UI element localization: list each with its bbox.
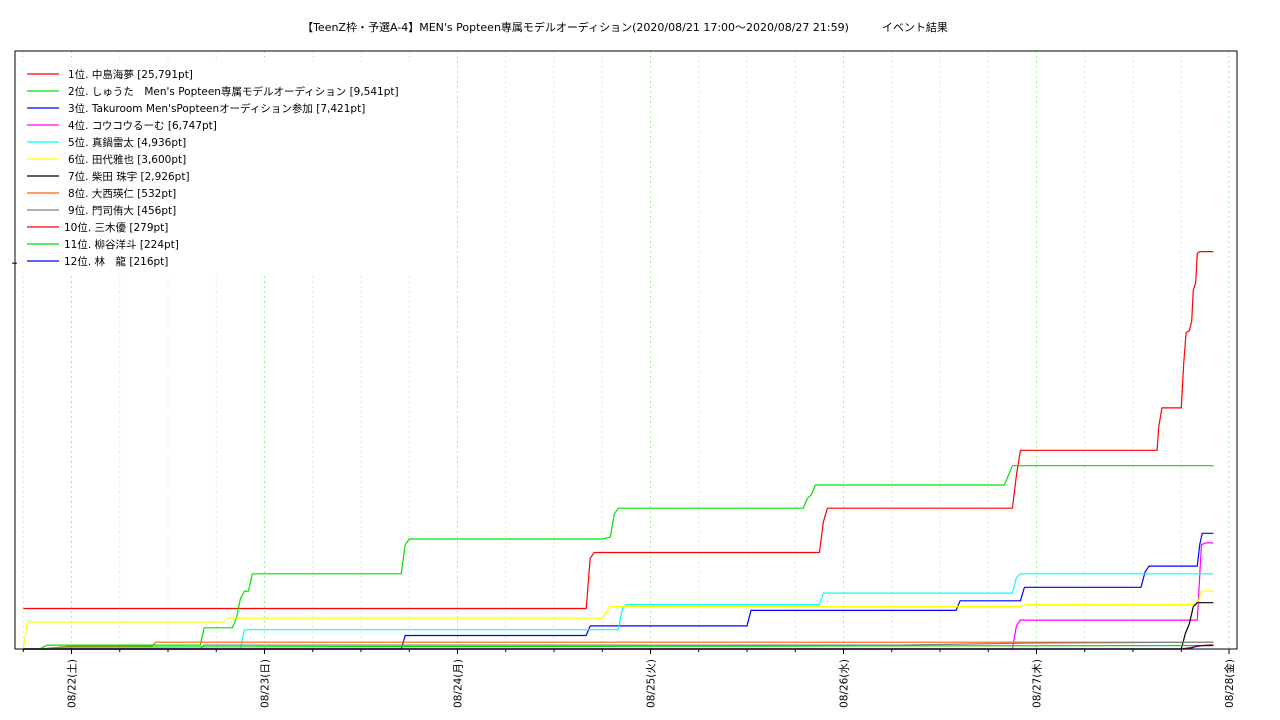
x-tick-label: 08/25(火) <box>646 659 658 708</box>
legend-label-2: 2位. しゅうた Men's Popteen専属モデルオーディション [9,54… <box>68 85 399 98</box>
series-line-5 <box>23 573 1214 650</box>
legend-box <box>17 62 417 276</box>
x-tick-label: 08/28(金) <box>1223 659 1236 708</box>
legend-label-3: 3位. Takuroom Men'sPopteenオーディション参加 [7,42… <box>68 102 365 115</box>
legend-label-1: 1位. 中島海夢 [25,791pt] <box>68 68 193 81</box>
legend-label-10: 10位. 三木優 [279pt] <box>64 221 168 234</box>
series-line-4 <box>23 542 1214 650</box>
legend-label-6: 6位. 田代雅也 [3,600pt] <box>68 153 186 166</box>
x-tick-label: 08/22(土) <box>66 659 79 708</box>
series-layer <box>22 251 1214 650</box>
x-tick-label: 08/26(水) <box>839 659 851 708</box>
chart-title: 【TeenZ枠・予選A-4】MEN's Popteen専属モデルオーディション(… <box>302 21 948 34</box>
x-tick-label: 08/27(木) <box>1032 659 1044 708</box>
legend-label-4: 4位. コウコウるーむ [6,747pt] <box>68 119 217 132</box>
series-line-2 <box>23 465 1214 650</box>
legend-label-12: 12位. 林 龍 [216pt] <box>64 255 168 268</box>
legend-label-11: 11位. 柳谷洋斗 [224pt] <box>64 238 179 251</box>
legend-label-9: 9位. 門司侑大 [456pt] <box>68 204 176 217</box>
legend-label-8: 8位. 大西瑛仁 [532pt] <box>68 187 176 200</box>
x-tick-label: 08/24(月) <box>453 659 465 708</box>
series-line-6 <box>22 590 1214 650</box>
series-line-3 <box>23 532 1214 650</box>
legend: 1位. 中島海夢 [25,791pt] 2位. しゅうた Men's Poptee… <box>17 62 417 276</box>
axis-layer: 08/22(土) 08/23(日) 08/24(月) 08/25(火) 08/26(水)… <box>12 262 1236 708</box>
legend-label-7: 7位. 柴田 珠宇 [2,926pt] <box>68 170 190 183</box>
legend-label-5: 5位. 真鍋雷太 [4,936pt] <box>68 136 186 149</box>
plot-frame <box>14 50 1238 650</box>
x-tick-label: 08/23(日) <box>260 659 272 708</box>
series-line-1 <box>23 251 1214 610</box>
